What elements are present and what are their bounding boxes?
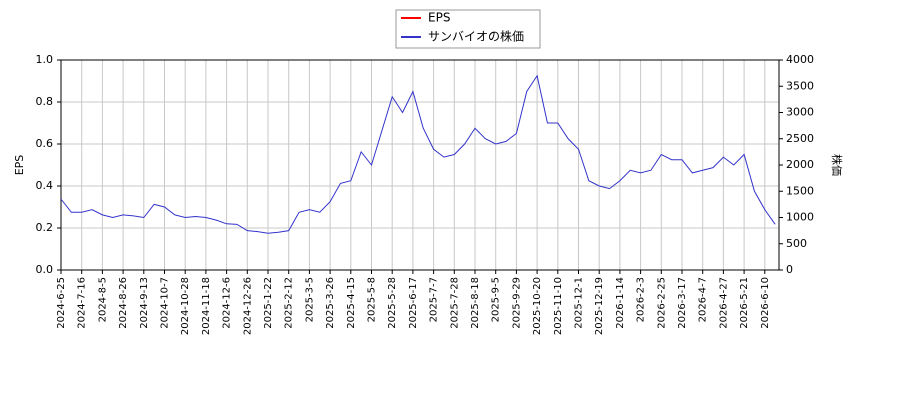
x-tick-label: 2024-9-13 — [139, 277, 150, 329]
y-tick-label: 0.0 — [36, 263, 54, 276]
y-tick-label: 0.2 — [36, 221, 54, 234]
y2-tick-label: 0 — [786, 263, 793, 276]
price-line — [60, 74, 776, 234]
y2-tick-label: 4000 — [786, 53, 814, 66]
x-tick-label: 2025-6-17 — [408, 277, 419, 329]
x-tick-label: 2025-9-5 — [491, 277, 502, 322]
y2-tick-label: 1500 — [786, 184, 814, 197]
y-tick-label: 0.6 — [36, 137, 54, 150]
x-tick-label: 2024-6-25 — [56, 277, 67, 329]
x-tick-label: 2025-3-26 — [325, 277, 336, 329]
x-tick-label: 2026-2-25 — [656, 277, 667, 329]
x-tick-label: 2024-8-5 — [97, 277, 108, 322]
x-tick-label: 2024-12-26 — [242, 277, 253, 335]
legend-label: EPS — [428, 11, 450, 25]
y-axis-label: EPS — [13, 155, 26, 176]
y-tick-label: 1.0 — [36, 53, 54, 66]
x-tick-label: 2025-3-5 — [304, 277, 315, 322]
y-tick-label: 0.8 — [36, 95, 54, 108]
x-tick-label: 2025-12-1 — [574, 277, 585, 329]
x-tick-label: 2026-2-3 — [636, 277, 647, 322]
x-tick-label: 2024-8-26 — [118, 277, 129, 329]
x-tick-label: 2025-8-18 — [470, 277, 481, 329]
x-tick-label: 2025-11-10 — [553, 277, 564, 335]
y-tick-label: 0.4 — [36, 179, 54, 192]
y2-axis-label: 株価 — [830, 154, 844, 176]
y2-tick-label: 500 — [786, 237, 807, 250]
x-tick-label: 2025-12-19 — [594, 277, 605, 335]
x-tick-label: 2024-11-18 — [201, 277, 212, 335]
x-tick-label: 2026-1-14 — [615, 277, 626, 329]
x-tick-label: 2026-4-27 — [718, 277, 729, 329]
x-tick-label: 2025-5-28 — [387, 277, 398, 329]
x-tick-label: 2025-9-29 — [511, 277, 522, 329]
y2-tick-label: 2500 — [786, 132, 814, 145]
x-tick-label: 2025-4-15 — [346, 277, 357, 329]
x-tick-label: 2025-7-7 — [429, 277, 440, 322]
x-tick-label: 2024-7-16 — [77, 277, 88, 329]
y2-tick-label: 2000 — [786, 158, 814, 171]
x-tick-label: 2025-7-28 — [449, 277, 460, 329]
x-tick-label: 2025-5-8 — [367, 277, 378, 322]
x-tick-label: 2025-10-20 — [532, 277, 543, 335]
x-tick-label: 2025-1-22 — [263, 277, 274, 329]
legend-label: サンバイオの株価 — [428, 29, 524, 44]
x-tick-label: 2026-6-10 — [760, 277, 771, 329]
x-tick-label: 2026-5-21 — [739, 277, 750, 329]
x-tick-label: 2024-10-7 — [160, 277, 171, 329]
legend-box — [395, 9, 541, 49]
x-tick-label: 2025-2-12 — [284, 277, 295, 329]
x-tick-label: 2026-4-7 — [698, 277, 709, 322]
y2-tick-label: 1000 — [786, 211, 814, 224]
plot-frame — [60, 59, 780, 271]
y2-tick-label: 3000 — [786, 106, 814, 119]
y2-tick-label: 3500 — [786, 79, 814, 92]
x-tick-label: 2024-12-6 — [222, 277, 233, 329]
x-tick-label: 2024-10-28 — [180, 277, 191, 335]
x-tick-label: 2026-3-17 — [677, 277, 688, 329]
